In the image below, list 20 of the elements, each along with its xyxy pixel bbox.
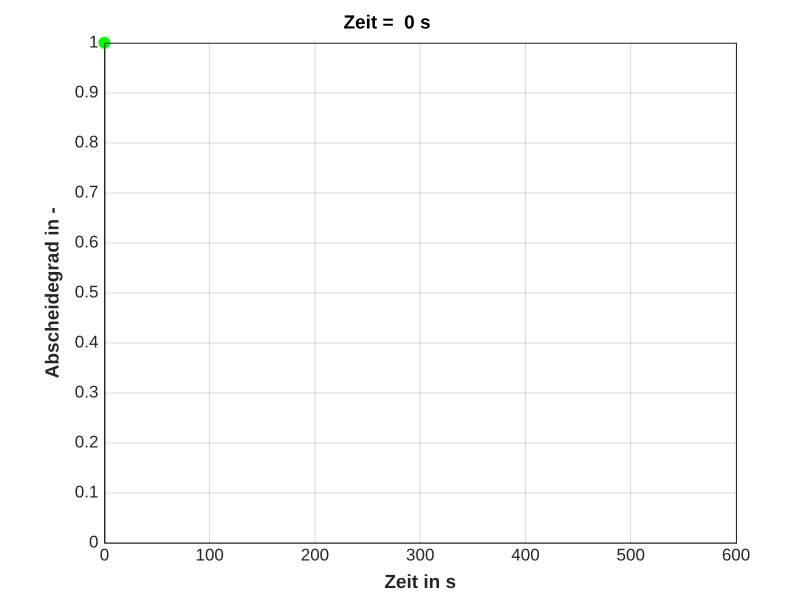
y-axis-title: Abscheidegrad in -: [42, 207, 64, 378]
y-tick-label: 0: [88, 532, 98, 552]
x-tick-label: 600: [722, 546, 750, 565]
chart-title: Zeit = 0 s: [343, 12, 431, 34]
y-tick-label: 0.9: [74, 82, 98, 102]
y-tick-label: 0.6: [74, 232, 98, 252]
y-tick-label: 0.8: [74, 132, 98, 152]
y-tick-label: 0.2: [74, 432, 98, 452]
y-tick-label: 0.4: [74, 332, 98, 352]
y-tick-label: 0.1: [74, 482, 98, 502]
y-tick-label: 1: [88, 32, 98, 52]
y-tick-label: 0.7: [74, 182, 98, 202]
x-tick-label: 200: [300, 546, 330, 565]
x-tick-label: 400: [511, 546, 540, 565]
y-tick-label: 0.5: [74, 282, 98, 302]
y-tick-label: 0.3: [74, 382, 98, 402]
x-tick-label: 500: [616, 546, 645, 565]
x-tick-label: 300: [406, 546, 434, 565]
x-axis-title: Zeit in s: [384, 572, 456, 593]
x-tick-label: 100: [196, 546, 224, 565]
